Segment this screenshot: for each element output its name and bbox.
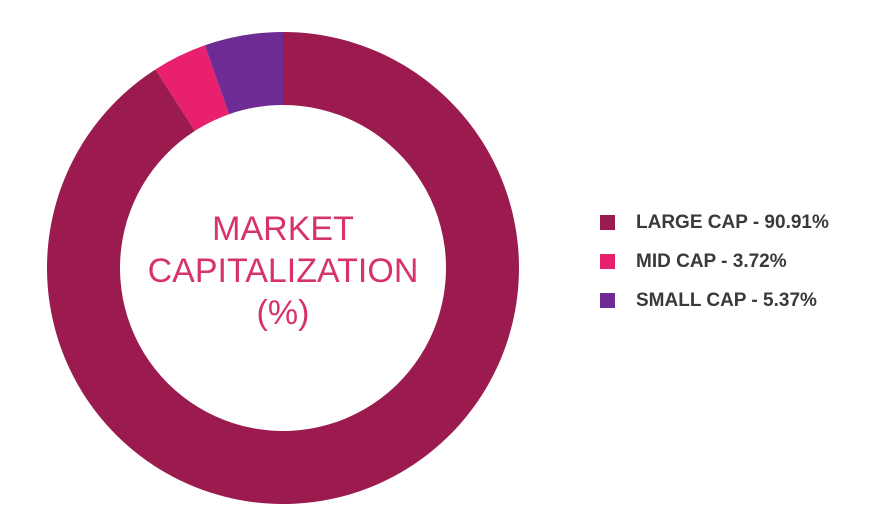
chart-title: MARKET CAPITALIZATION (%): [133, 208, 433, 334]
legend-swatch-large-cap: [600, 215, 615, 230]
legend-label-large-cap: LARGE CAP - 90.91%: [636, 211, 829, 233]
legend-item-mid-cap: MID CAP - 3.72%: [600, 242, 829, 281]
legend-item-small-cap: SMALL CAP - 5.37%: [600, 281, 829, 320]
legend-item-large-cap: LARGE CAP - 90.91%: [600, 203, 829, 242]
legend-label-small-cap: SMALL CAP - 5.37%: [636, 289, 817, 311]
legend-label-mid-cap: MID CAP - 3.72%: [636, 250, 787, 272]
legend: LARGE CAP - 90.91% MID CAP - 3.72% SMALL…: [600, 203, 829, 320]
legend-swatch-mid-cap: [600, 254, 615, 269]
legend-swatch-small-cap: [600, 293, 615, 308]
chart-title-line-3: (%): [256, 294, 310, 332]
chart-title-line-2: CAPITALIZATION: [147, 252, 419, 290]
chart-title-line-1: MARKET: [212, 210, 354, 248]
slice-mid-cap: [155, 45, 230, 131]
slice-small-cap: [204, 32, 283, 115]
slice-large-cap: [46, 32, 519, 504]
